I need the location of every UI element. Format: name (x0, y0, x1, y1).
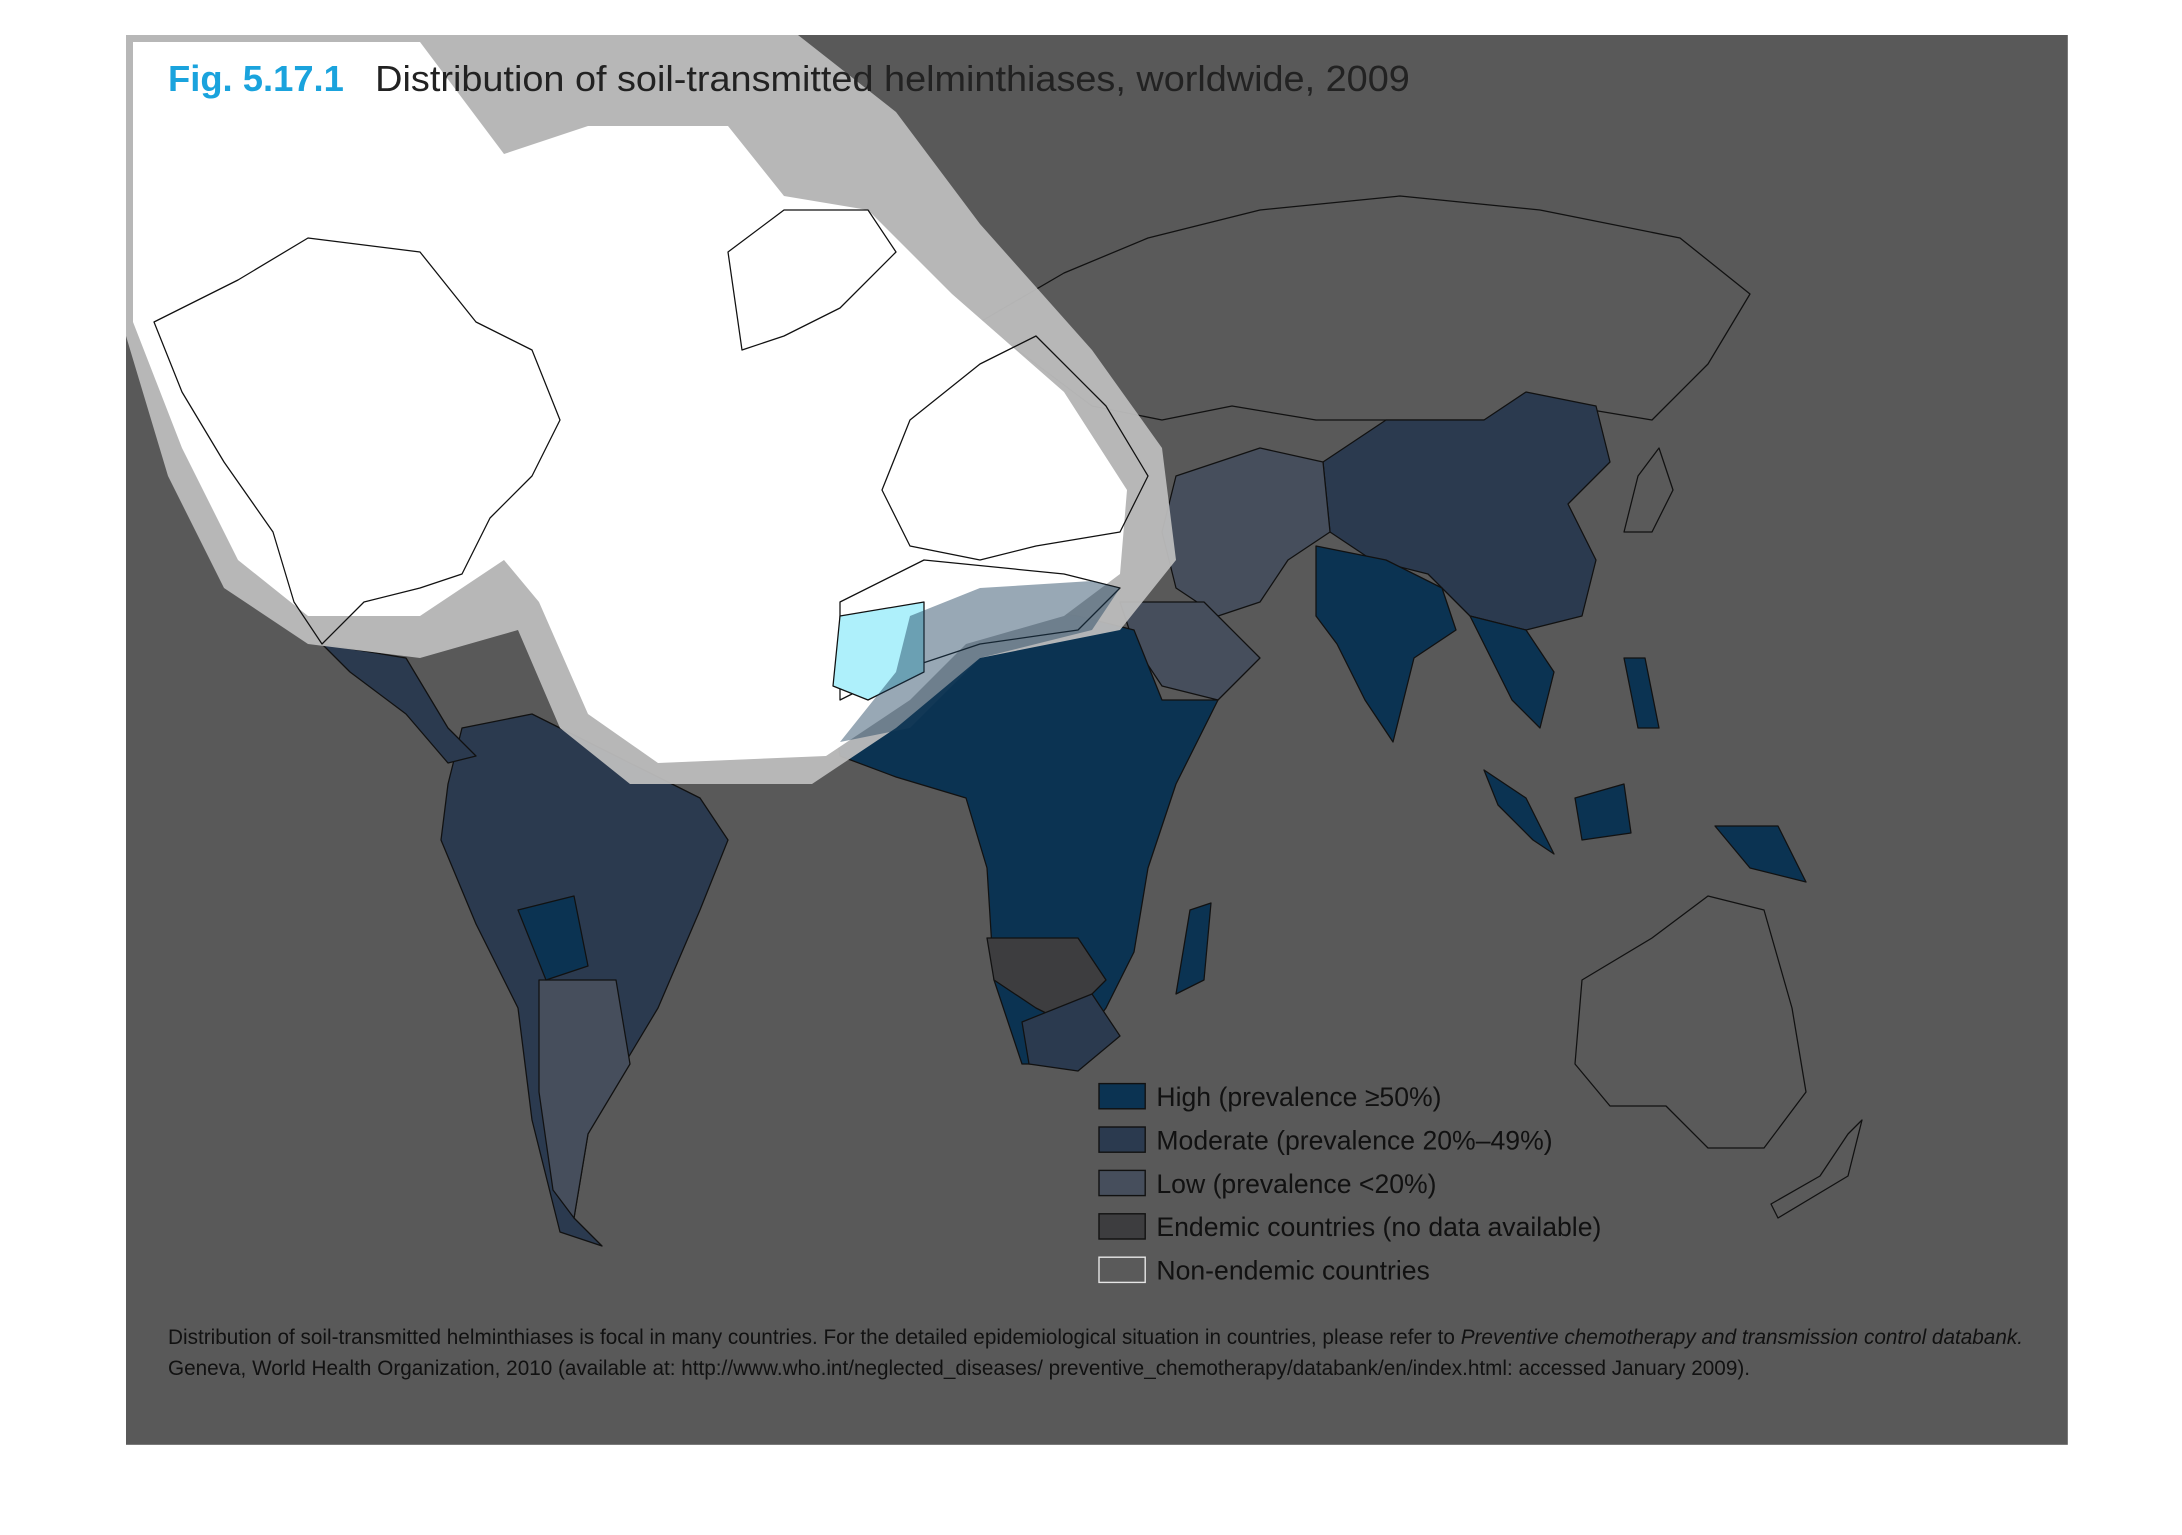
transition-band (840, 581, 1120, 742)
australia (1574, 895, 1807, 1149)
legend-label: Moderate (prevalence 20%–49%) (1156, 1125, 1552, 1155)
figure-number: Fig. 5.17.1 (168, 58, 344, 99)
legend-swatch (1098, 1213, 1146, 1240)
argentina (538, 979, 631, 1219)
sumatra (1483, 769, 1555, 855)
new-zealand (1770, 1119, 1863, 1219)
footnote-text: Distribution of soil-transmitted helmint… (168, 1326, 1455, 1349)
legend-label: Endemic countries (no data available) (1156, 1212, 1601, 1242)
philippines (1623, 657, 1660, 729)
new-guinea (1714, 825, 1807, 883)
legend-label: Non-endemic countries (1156, 1256, 1429, 1286)
legend-label: High (prevalence ≥50%) (1156, 1082, 1441, 1112)
europe (881, 335, 1149, 561)
footnote-reference: Preventive chemotherapy and transmission… (1461, 1326, 2023, 1349)
bolivia (517, 895, 589, 981)
legend-swatch (1098, 1256, 1146, 1284)
central-america (321, 643, 477, 764)
west-africa-highlight (832, 601, 925, 701)
figure-content: Fig. 5.17.1 Distribution of soil-transmi… (126, 35, 2068, 1445)
footnote-line: Distribution of soil-transmitted helmint… (168, 1326, 2023, 1349)
greenland (727, 209, 897, 351)
legend-swatch (1098, 1169, 1146, 1197)
figure-title: Distribution of soil-transmitted helmint… (375, 58, 1410, 99)
india (1315, 545, 1457, 743)
south-africa (1021, 993, 1121, 1072)
north-america (153, 237, 561, 645)
legend-label: Low (prevalence <20%) (1156, 1169, 1436, 1199)
footnote-line: Geneva, World Health Organization, 2010 … (168, 1357, 1750, 1380)
borneo (1574, 783, 1632, 841)
madagascar (1175, 902, 1212, 995)
indochina (1469, 615, 1555, 729)
legend-swatch (1098, 1082, 1146, 1110)
japan (1623, 447, 1674, 533)
russia (979, 195, 1751, 421)
legend-swatch (1098, 1126, 1146, 1153)
legend: High (prevalence ≥50%) Moderate (prevalen… (1098, 1082, 1601, 1286)
